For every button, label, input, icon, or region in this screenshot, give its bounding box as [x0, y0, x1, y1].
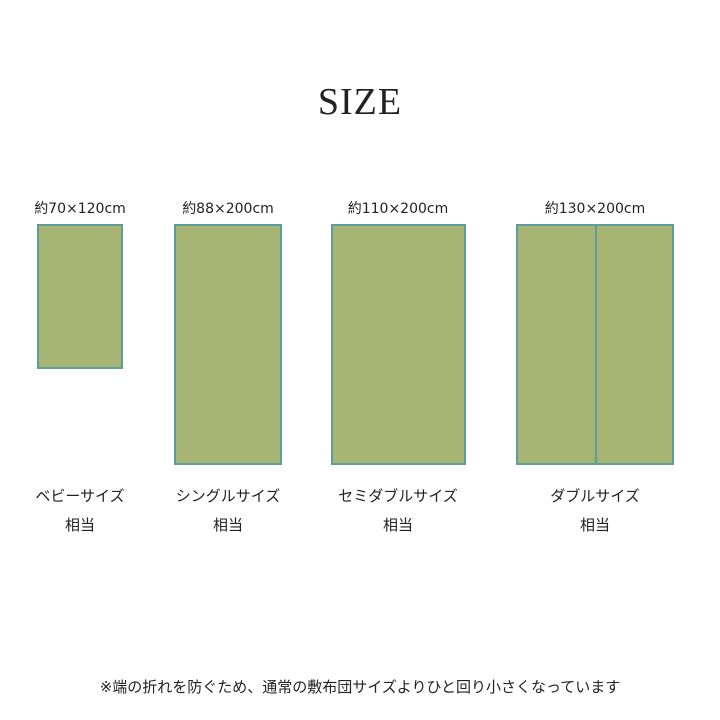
- footnote: ※端の折れを防ぐため、通常の敷布団サイズよりひと回り小さくなっています: [99, 678, 621, 696]
- size-dimension-baby: 約70×120cm: [34, 201, 126, 217]
- size-name-semi-double: セミダブルサイズ 相当: [308, 482, 488, 540]
- size-name-single: シングルサイズ 相当: [148, 482, 308, 540]
- size-dimension-single: 約88×200cm: [182, 201, 274, 217]
- size-equivalent: 相当: [382, 516, 413, 534]
- size-equivalent: 相当: [64, 516, 95, 534]
- mat-divider: [595, 226, 597, 463]
- size-dimension-double: 約130×200cm: [544, 201, 646, 217]
- size-name-baby: ベビーサイズ 相当: [20, 482, 140, 540]
- size-name: ダブルサイズ: [550, 487, 640, 505]
- mat-semi-double: [331, 224, 466, 465]
- size-equivalent: 相当: [212, 516, 243, 534]
- size-dimension-semi-double: 約110×200cm: [347, 201, 449, 217]
- mat-single: [174, 224, 282, 465]
- size-name: ベビーサイズ: [35, 487, 125, 505]
- mat-baby: [37, 224, 123, 369]
- page-title: SIZE: [317, 81, 403, 123]
- mat-double: [516, 224, 674, 465]
- size-name: シングルサイズ: [175, 487, 281, 505]
- size-name-double: ダブルサイズ 相当: [515, 482, 675, 540]
- size-name: セミダブルサイズ: [338, 487, 458, 505]
- size-equivalent: 相当: [579, 516, 610, 534]
